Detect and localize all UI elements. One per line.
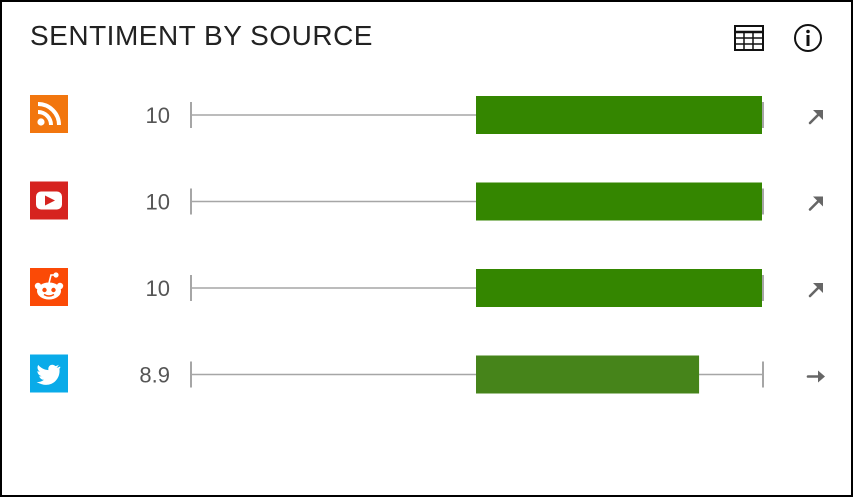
value-label-youtube: 10 bbox=[146, 190, 170, 215]
bar-youtube[interactable] bbox=[476, 182, 762, 221]
trend-arrow-up-icon bbox=[808, 283, 823, 298]
trend-arrow-up-icon bbox=[808, 110, 823, 125]
rss-icon bbox=[30, 95, 68, 133]
twitter-icon bbox=[30, 354, 68, 393]
info-circle-icon bbox=[794, 24, 822, 52]
bar-twitter[interactable] bbox=[476, 355, 700, 394]
value-label-rss: 10 bbox=[146, 103, 170, 128]
value-label-twitter: 8.9 bbox=[139, 363, 170, 388]
trend-arrow-up-icon bbox=[808, 196, 823, 211]
reddit-icon bbox=[30, 268, 68, 306]
source-row-youtube: 10 bbox=[30, 181, 823, 221]
table-grid-icon bbox=[734, 25, 764, 51]
bar-rss[interactable] bbox=[476, 96, 762, 134]
table-view-button[interactable] bbox=[733, 22, 765, 54]
source-row-rss: 10 bbox=[30, 95, 823, 134]
source-row-reddit: 10 bbox=[30, 268, 823, 307]
info-button[interactable] bbox=[792, 22, 824, 54]
youtube-icon bbox=[30, 181, 68, 220]
widget-title: SENTIMENT BY SOURCE bbox=[30, 20, 373, 51]
value-label-reddit: 10 bbox=[146, 276, 170, 301]
source-row-twitter: 8.9 bbox=[30, 354, 825, 394]
bar-reddit[interactable] bbox=[476, 269, 762, 307]
trend-arrow-flat-icon bbox=[806, 370, 825, 383]
